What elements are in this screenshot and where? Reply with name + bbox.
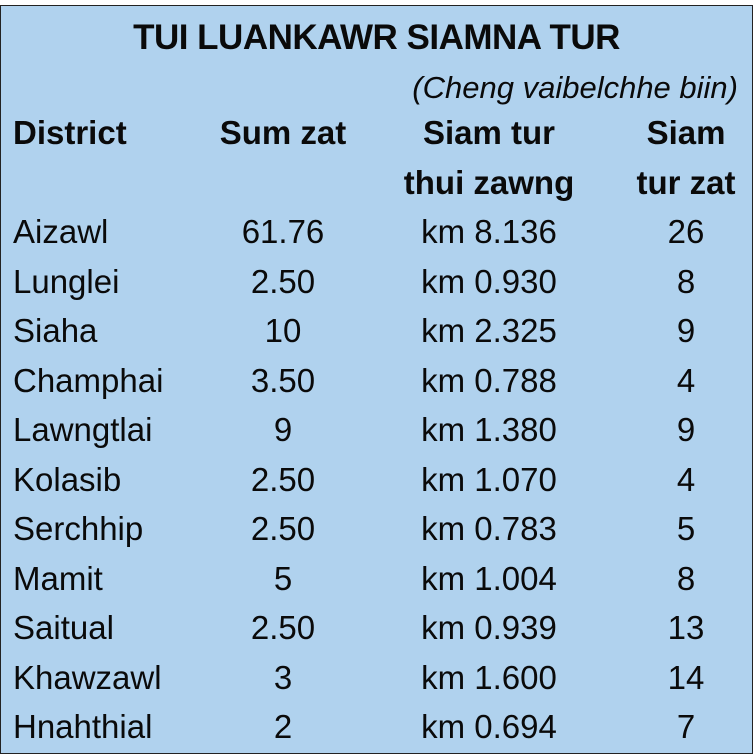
cell-district: Aizawl: [13, 213, 109, 250]
cell-sum-zat: 2.50: [250, 510, 316, 547]
cell-district: Serchhip: [13, 510, 144, 547]
cell-length: km 0.783: [421, 510, 557, 547]
cell-sum-zat: 3.50: [250, 361, 316, 399]
cell-district: Champhai: [13, 361, 164, 399]
cell-sum-zat: 3: [273, 658, 293, 696]
cell-length: km 0.930: [421, 262, 557, 300]
cell-length: km 0.939: [421, 609, 557, 646]
cell-sum-zat: 9: [273, 411, 293, 448]
cell-sum-zat: 2.50: [250, 609, 316, 646]
header-district: District: [13, 114, 127, 151]
cell-district: Khawzawl: [13, 658, 162, 696]
cell-length: km 2.325: [421, 312, 557, 349]
cell-sum-zat: 61.76: [241, 213, 325, 250]
cell-count: 7: [676, 708, 696, 745]
header-count-line1: Siam: [646, 114, 726, 151]
cell-count: 4: [676, 460, 696, 498]
cell-district: Siaha: [13, 312, 98, 349]
header-count-line2: tur zat: [636, 164, 736, 201]
cell-count: 5: [676, 510, 696, 547]
header-sum-zat: Sum zat: [219, 114, 347, 151]
cell-count: 13: [667, 609, 705, 646]
table-panel: TUI LUANKAWR SIAMNA TUR (Cheng vaibelchh…: [0, 5, 753, 754]
cell-length: km 1.600: [421, 658, 557, 696]
cell-district: Mamit: [13, 559, 103, 597]
cell-count: 26: [667, 213, 705, 250]
cell-count: 14: [667, 658, 705, 696]
cell-length: km 1.380: [421, 411, 557, 448]
cell-count: 9: [676, 411, 696, 448]
cell-sum-zat: 10: [264, 312, 302, 349]
cell-length: km 8.136: [421, 213, 557, 250]
cell-sum-zat: 5: [273, 559, 293, 597]
cell-district: Saitual: [13, 609, 114, 646]
cell-sum-zat: 2.50: [250, 262, 316, 300]
table-subtitle: (Cheng vaibelchhe biin): [412, 70, 738, 105]
cell-sum-zat: 2: [273, 708, 293, 745]
cell-length: km 0.788: [421, 361, 557, 399]
cell-length: km 1.070: [421, 460, 557, 498]
table-title: TUI LUANKAWR SIAMNA TUR: [133, 18, 620, 57]
header-length-line1: Siam tur: [422, 114, 556, 151]
cell-district: Lawngtlai: [13, 411, 153, 448]
header-length-line2: thui zawng: [403, 164, 575, 201]
cell-count: 9: [676, 312, 696, 349]
cell-length: km 1.004: [421, 559, 557, 597]
cell-district: Hnahthial: [13, 708, 153, 745]
cell-sum-zat: 2.50: [250, 460, 316, 498]
cell-district: Kolasib: [13, 460, 122, 498]
cell-count: 8: [676, 262, 696, 300]
cell-district: Lunglei: [13, 262, 120, 300]
cell-length: km 0.694: [421, 708, 557, 745]
cell-count: 8: [676, 559, 696, 597]
cell-count: 4: [676, 361, 696, 399]
